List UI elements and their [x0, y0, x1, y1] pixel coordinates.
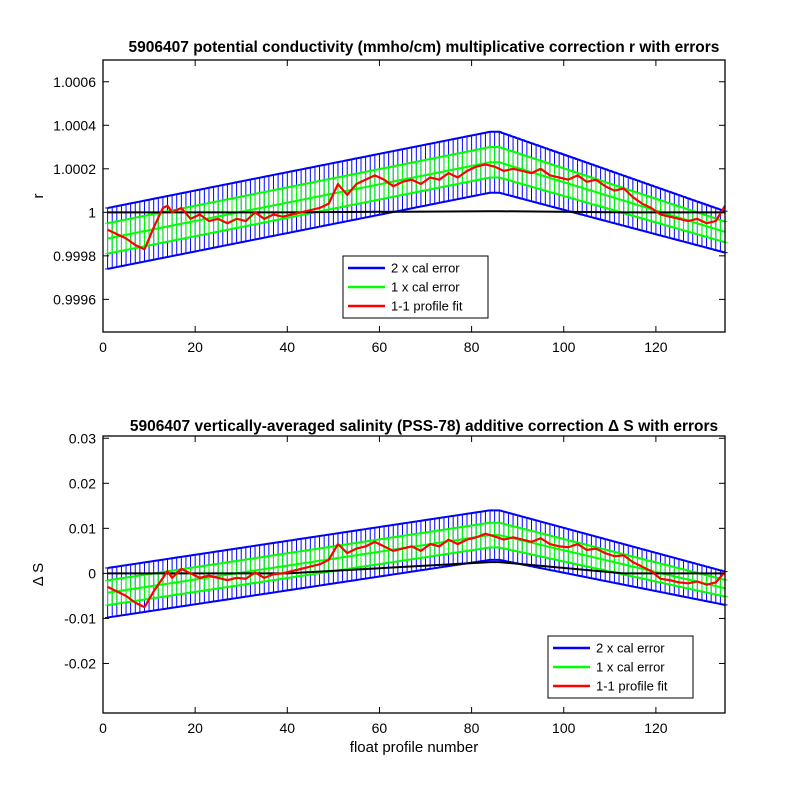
axes-box: [102, 435, 726, 714]
y-tick-label: 1.0006: [53, 74, 96, 90]
band-upper-edge: [107, 130, 726, 213]
profile-fit-line: [107, 532, 726, 609]
y-axis-label: Δ S: [30, 563, 47, 586]
band-lower-edge: [107, 558, 726, 619]
y-tick-label: 0: [88, 565, 96, 581]
y-tick-label: 1.0002: [53, 161, 96, 177]
y-tick-label: -0.01: [64, 610, 96, 626]
y-tick-label: 0.9998: [53, 248, 96, 264]
x-tick-label: 0: [99, 720, 107, 736]
x-tick-label: 20: [187, 720, 203, 736]
conductivity-correction-panel: 0 20 40 60 80 100 120 0.9996 0.9998 1 1.0002 1.0004…: [30, 39, 728, 355]
chart-title: 5906407 potential conductivity (mmho/cm)…: [129, 39, 720, 56]
salinity-correction-panel: 0 20 40 60 80 100 120 -0.02 -0.01 0 0.01 0.02 0.03 59…: [30, 418, 728, 756]
x-tick-label: 40: [280, 339, 296, 355]
band-upper-edge: [107, 521, 726, 582]
x-tick-label: 0: [99, 339, 107, 355]
reference-line: [107, 210, 725, 214]
x-tick-label: 60: [372, 720, 388, 736]
legend-label: 2 x cal error: [391, 261, 460, 276]
y-tick-label: 1: [88, 204, 96, 220]
band-upper-edge: [107, 146, 726, 225]
y-tick-label: 0.02: [69, 475, 96, 491]
x-tick-label: 80: [464, 720, 480, 736]
legend-label: 1 x cal error: [391, 280, 460, 295]
x-tick-label: 100: [552, 339, 576, 355]
legend-label: 1 x cal error: [596, 660, 665, 675]
axes-box: [102, 59, 726, 333]
y-tick-label: 0.03: [69, 430, 96, 446]
legend: 2 x cal error 1 x cal error 1-1 profile fi…: [547, 635, 694, 699]
y-tick-label: 1.0004: [53, 117, 96, 133]
x-tick-label: 80: [464, 339, 480, 355]
x-tick-label: 60: [372, 339, 388, 355]
x-axis-label: float profile number: [350, 739, 478, 756]
y-tick-label: -0.02: [64, 655, 96, 671]
legend: 2 x cal error 1 x cal error 1-1 profile fi…: [342, 255, 489, 319]
band-center-line: [107, 161, 726, 240]
band-lower-edge: [107, 191, 726, 270]
band-upper-edge: [107, 509, 726, 573]
profile-fit-line: [107, 163, 726, 251]
x-tick-label: 100: [552, 720, 576, 736]
y-tick-label: 0.01: [69, 520, 96, 536]
legend-label: 1-1 profile fit: [596, 679, 668, 694]
x-tick-label: 120: [644, 339, 668, 355]
legend-label: 1-1 profile fit: [391, 299, 463, 314]
band-center-line: [107, 534, 726, 594]
chart-title: 5906407 vertically-averaged salinity (PS…: [130, 418, 718, 435]
y-tick-label: 0.9996: [53, 291, 96, 307]
x-tick-label: 20: [187, 339, 203, 355]
y-axis-label: r: [30, 194, 47, 199]
x-tick-label: 120: [644, 720, 668, 736]
legend-label: 2 x cal error: [596, 641, 665, 656]
x-tick-label: 40: [280, 720, 296, 736]
